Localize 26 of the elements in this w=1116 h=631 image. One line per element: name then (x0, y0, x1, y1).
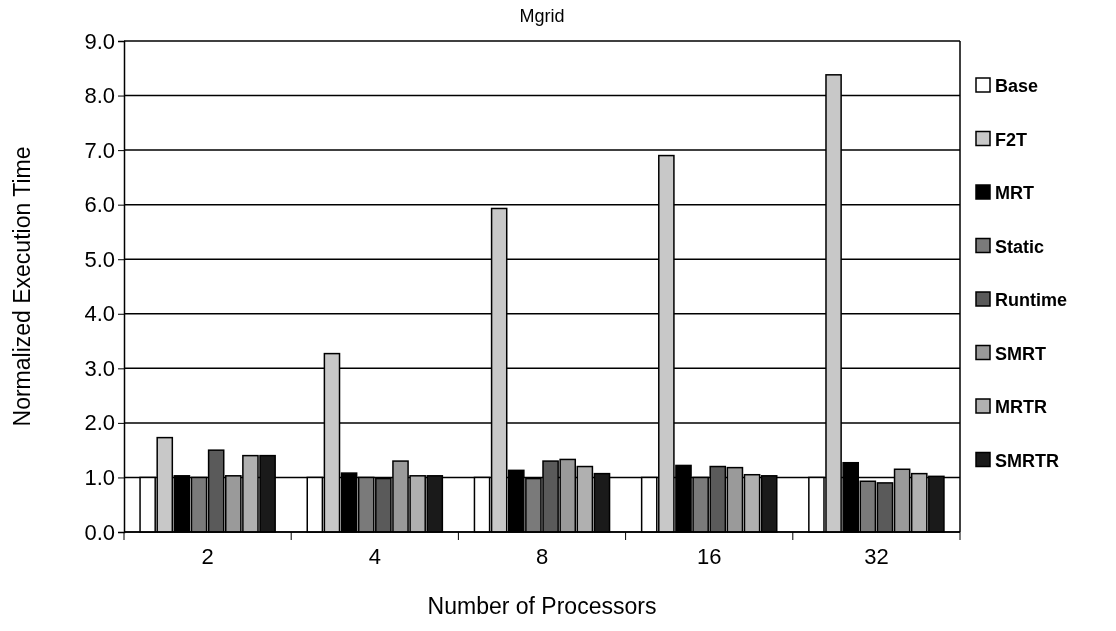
y-tick-label: 4.0 (84, 301, 115, 327)
legend-label: MRTR (995, 397, 1047, 417)
y-tick-label: 8.0 (84, 83, 115, 109)
x-tick-label: 8 (535, 544, 549, 569)
legend-label: F2T (995, 129, 1028, 150)
x-tick-label: 2 (201, 544, 214, 569)
legend-label: Base (995, 76, 1039, 96)
y-tick-label: 5.0 (84, 246, 115, 272)
legend-label: MRT (995, 183, 1034, 203)
y-tick-label: 2.0 (84, 410, 115, 436)
legend-label: Runtime (995, 290, 1067, 310)
y-tick-label: 6.0 (84, 192, 115, 218)
y-tick-label: 0.0 (84, 519, 115, 545)
legend-label: Static (995, 236, 1045, 257)
y-tick-label: 9.0 (84, 28, 115, 54)
x-tick-label: 32 (864, 544, 889, 569)
chart-title: Mgrid (519, 6, 565, 26)
x-tick-label: 16 (696, 544, 722, 569)
y-tick-label: 1.0 (84, 464, 115, 490)
y-tick-label: 3.0 (84, 355, 115, 381)
x-axis-title: Number of Processors (427, 593, 657, 619)
legend-label: SMRT (995, 343, 1046, 364)
x-tick-label: 4 (368, 544, 381, 569)
y-tick-label: 7.0 (84, 137, 115, 163)
legend-label: SMRTR (995, 450, 1059, 471)
y-axis-title: Normalized Execution Time (9, 146, 35, 427)
